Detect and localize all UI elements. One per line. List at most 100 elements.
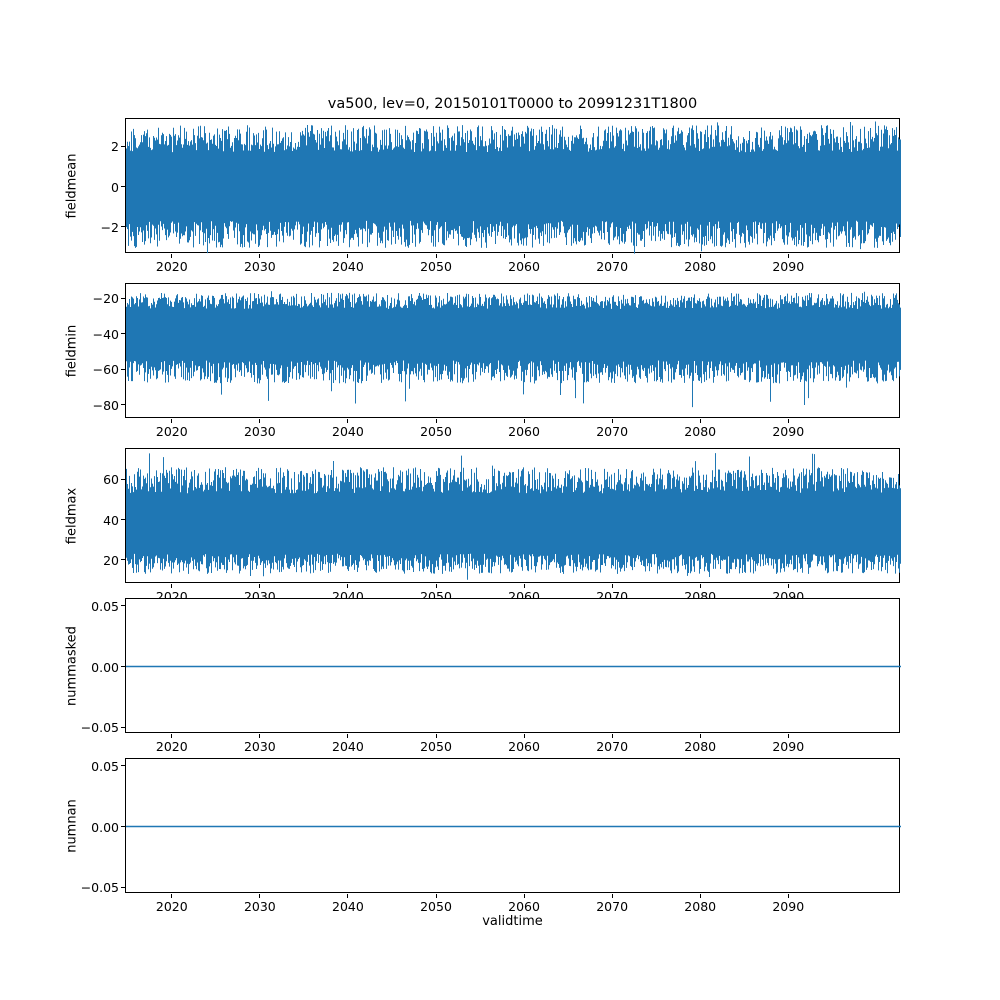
x-tick-label: 2030	[243, 424, 276, 439]
x-tick-label: 2080	[684, 899, 717, 914]
fieldmax-series-plot	[126, 449, 901, 584]
x-tick-mark	[699, 734, 701, 738]
x-tick-mark	[787, 734, 789, 738]
x-tick-label: 2050	[420, 739, 452, 754]
y-tick-label: −0.05	[80, 720, 119, 736]
x-tick-mark	[171, 584, 173, 588]
x-tick-mark	[787, 894, 789, 898]
y-tick-label: 40	[103, 512, 119, 528]
x-tick-label: 2040	[332, 739, 364, 754]
y-tick-label: 0.00	[91, 819, 119, 835]
x-tick-label: 2050	[420, 259, 452, 274]
x-tick-label: 2080	[684, 424, 717, 439]
subplot-nummasked: nummasked 0.05 0.00 −0.05 2020 2030 2040 2050 2…	[0, 598, 1000, 754]
x-tick-label: 2050	[420, 424, 452, 439]
x-tick-label: 2090	[772, 424, 805, 439]
x-tick-mark	[611, 894, 613, 898]
y-tick-mark	[121, 519, 125, 521]
x-tick-label: 2060	[508, 739, 540, 754]
x-tick-mark	[259, 734, 261, 738]
y-tick-label: −20	[92, 291, 119, 307]
chart-title: va500, lev=0, 20150101T0000 to 20991231T…	[327, 96, 698, 112]
x-tick-mark	[347, 584, 349, 588]
x-tick-label: 2020	[155, 739, 188, 754]
x-tick-mark	[611, 584, 613, 588]
y-tick-mark	[121, 368, 125, 370]
y-tick-label: −80	[92, 397, 119, 413]
x-tick-label: 2040	[332, 259, 364, 274]
x-tick-mark	[259, 894, 261, 898]
x-tick-label: 2090	[772, 739, 805, 754]
axes-nummasked: nummasked 0.05 0.00 −0.05 2020 2030 2040 2050 2…	[65, 598, 901, 754]
x-tick-label: 2040	[332, 899, 364, 914]
y-tick-label: 0.05	[91, 598, 119, 614]
x-tick-mark	[523, 254, 525, 258]
y-tick-mark	[121, 404, 125, 406]
x-tick-mark	[435, 894, 437, 898]
y-tick-mark	[121, 886, 125, 888]
x-tick-mark	[171, 419, 173, 423]
y-tick-label: −2	[100, 219, 119, 235]
x-tick-label: 2060	[508, 899, 540, 914]
subplot-numnan: numnan 0.05 0.00 −0.05 2020 2030 2040 2050 2060…	[0, 758, 1000, 914]
y-tick-mark	[121, 765, 125, 767]
y-tick-label: −40	[92, 326, 119, 342]
x-tick-mark	[611, 734, 613, 738]
axes-fieldmin: fieldmin −20 −40 −60 −80 2020 2030 2040 2050 206…	[65, 283, 901, 439]
y-tick-label: 0.05	[91, 758, 119, 774]
fieldmin-series-plot	[126, 284, 901, 419]
y-tick-mark	[121, 226, 125, 228]
x-tick-mark	[523, 419, 525, 423]
x-tick-label: 2020	[155, 259, 188, 274]
y-tick-mark	[121, 826, 125, 827]
x-tick-mark	[699, 419, 701, 423]
y-tick-mark	[121, 605, 125, 607]
x-tick-mark	[611, 419, 613, 423]
y-tick-mark	[121, 559, 125, 561]
x-tick-label: 2030	[243, 899, 276, 914]
x-tick-label: 2060	[508, 424, 540, 439]
y-tick-label: 2	[111, 139, 119, 155]
fieldmean-series-plot	[126, 119, 901, 254]
x-tick-mark	[787, 254, 789, 258]
x-tick-mark	[611, 254, 613, 258]
x-tick-mark	[787, 584, 789, 588]
x-tick-mark	[347, 419, 349, 423]
y-tick-mark	[121, 726, 125, 728]
x-tick-mark	[347, 254, 349, 258]
x-tick-label: 2050	[420, 899, 452, 914]
x-tick-label: 2080	[684, 259, 717, 274]
y-tick-mark	[121, 297, 125, 299]
x-tick-mark	[435, 734, 437, 738]
x-tick-mark	[699, 894, 701, 898]
y-tick-label: −0.05	[80, 880, 119, 896]
y-tick-mark	[121, 145, 125, 147]
x-tick-label: 2070	[596, 739, 629, 754]
x-tick-mark	[523, 584, 525, 588]
subplot-fieldmin: fieldmin −20 −40 −60 −80 2020 2030 2040 2050 206…	[0, 283, 1000, 439]
x-tick-mark	[171, 734, 173, 738]
y-tick-label: −60	[92, 362, 119, 378]
y-tick-mark	[121, 478, 125, 480]
x-tick-mark	[171, 894, 173, 898]
subplot-fieldmean: fieldmean 2 0 −2 2020 2030 2040 2050 2060 2070 20…	[0, 118, 1000, 274]
x-tick-label: 2070	[596, 424, 629, 439]
y-tick-mark	[121, 666, 125, 667]
y-tick-mark	[121, 186, 125, 187]
x-tick-mark	[347, 894, 349, 898]
x-tick-mark	[787, 419, 789, 423]
x-tick-label: 2070	[596, 259, 629, 274]
y-tick-label: 60	[103, 472, 119, 488]
x-tick-mark	[259, 419, 261, 423]
nummasked-series-plot	[126, 599, 901, 734]
x-tick-mark	[435, 584, 437, 588]
x-tick-mark	[347, 734, 349, 738]
x-tick-mark	[259, 254, 261, 258]
x-tick-label: 2080	[684, 739, 717, 754]
x-tick-label: 2070	[596, 899, 629, 914]
x-tick-label: 2030	[243, 259, 276, 274]
numnan-series-plot	[126, 759, 901, 894]
x-tick-label: 2030	[243, 739, 276, 754]
x-tick-mark	[523, 734, 525, 738]
